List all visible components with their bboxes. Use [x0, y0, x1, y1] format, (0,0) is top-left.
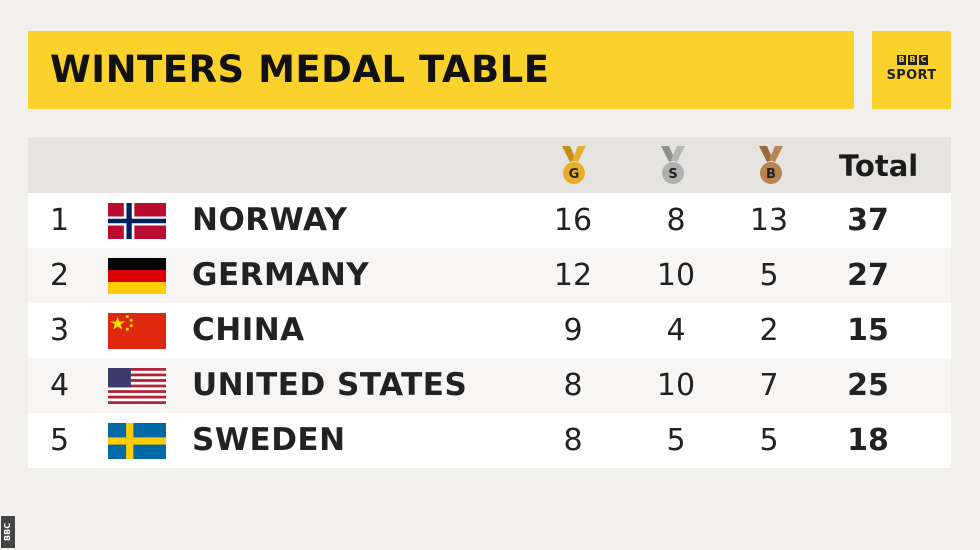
bbc-block-1: B: [897, 55, 906, 65]
silver-medal-letter: S: [668, 167, 677, 182]
silver-count: 10: [656, 368, 696, 403]
rank: 2: [50, 258, 70, 293]
country-name: GERMANY: [192, 257, 370, 293]
gold-count: 12: [553, 258, 593, 293]
silver-count: 8: [666, 203, 686, 238]
country-name: UNITED STATES: [192, 367, 468, 403]
bronze-count: 2: [759, 313, 779, 348]
bbc-blocks: B B C: [897, 55, 928, 65]
rank: 4: [50, 368, 70, 403]
china-flag-icon: [108, 313, 166, 349]
table-row: 2 GERMANY 12 10 5 27: [28, 248, 951, 303]
silver-medal-icon: S: [661, 146, 685, 184]
gold-count: 8: [563, 368, 583, 403]
total-count: 27: [847, 258, 889, 293]
norway-flag-icon: [108, 203, 166, 239]
title-banner: WINTERS MEDAL TABLE: [28, 31, 854, 109]
total-count: 25: [847, 368, 889, 403]
total-count: 37: [847, 203, 889, 238]
total-column-header: Total: [839, 149, 919, 183]
bronze-count: 7: [759, 368, 779, 403]
united-states-flag-icon: [108, 368, 166, 404]
rank: 3: [50, 313, 70, 348]
bronze-count: 13: [749, 203, 789, 238]
bronze-medal-letter: B: [766, 167, 776, 182]
rank: 1: [50, 203, 70, 238]
table-header: G S B Total: [28, 137, 951, 193]
gold-count: 9: [563, 313, 583, 348]
silver-count: 5: [666, 423, 686, 458]
silver-count: 4: [666, 313, 686, 348]
table-row: 5 SWEDEN 8 5 5 18: [28, 413, 951, 468]
germany-flag-icon: [108, 258, 166, 294]
gold-medal-letter: G: [569, 167, 580, 182]
table-row: 4 UNITED STATES 8 10 7 25: [28, 358, 951, 413]
sweden-flag-icon: [108, 423, 166, 459]
total-count: 18: [847, 423, 889, 458]
country-name: NORWAY: [192, 202, 348, 238]
gold-count: 16: [553, 203, 593, 238]
table-row: 1 NORWAY 16 8 13 37: [28, 193, 951, 248]
sport-label: SPORT: [886, 68, 937, 83]
rank: 5: [50, 423, 70, 458]
table-row: 3 CHINA 9 4 2 15: [28, 303, 951, 358]
country-name: SWEDEN: [192, 422, 346, 458]
bronze-medal-icon: B: [759, 146, 783, 184]
total-count: 15: [847, 313, 889, 348]
gold-count: 8: [563, 423, 583, 458]
country-name: CHINA: [192, 312, 305, 348]
bbc-block-2: B: [908, 55, 917, 65]
bbc-watermark: BBC: [1, 516, 15, 548]
bbc-block-3: C: [919, 55, 928, 65]
page-title: WINTERS MEDAL TABLE: [50, 48, 550, 91]
bronze-count: 5: [759, 258, 779, 293]
bbc-sport-logo: B B C SPORT: [872, 31, 951, 109]
silver-count: 10: [656, 258, 696, 293]
gold-medal-icon: G: [562, 146, 586, 184]
bronze-count: 5: [759, 423, 779, 458]
